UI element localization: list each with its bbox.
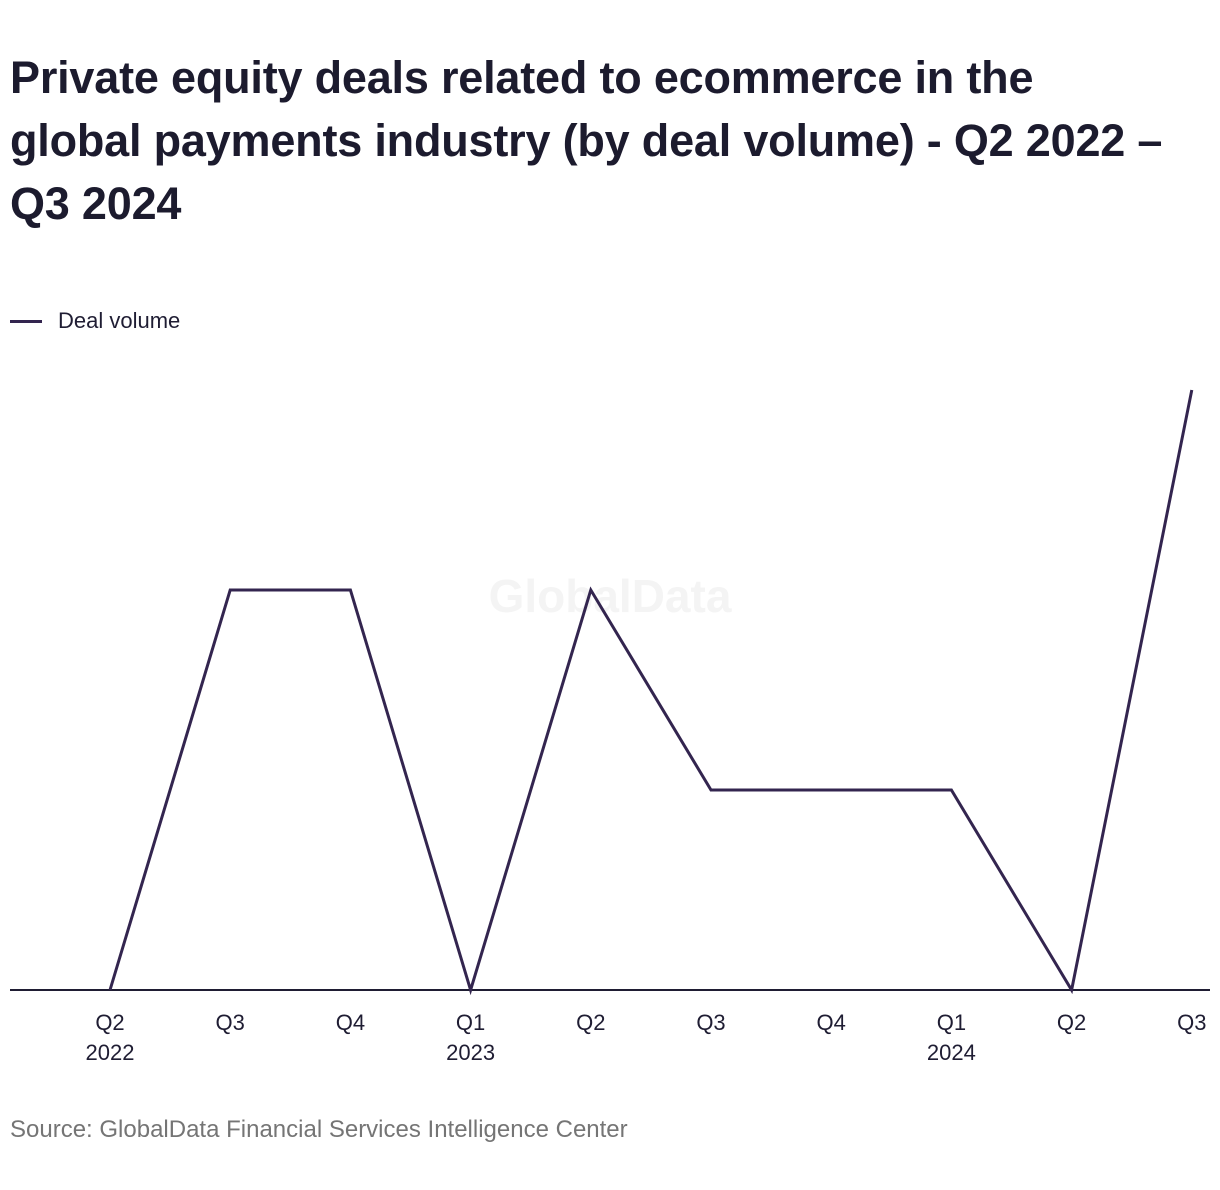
- source-note: Source: GlobalData Financial Services In…: [10, 1116, 628, 1143]
- chart-title: Private equity deals related to ecommerc…: [10, 52, 1163, 229]
- legend-label-deal-volume: Deal volume: [58, 308, 181, 333]
- x-tick-label-quarter: Q3: [1177, 1010, 1206, 1035]
- x-tick-label-quarter: Q2: [576, 1010, 605, 1035]
- watermark-text: GlobalData: [489, 570, 732, 622]
- x-tick-label-quarter: Q3: [696, 1010, 725, 1035]
- legend: Deal volume: [10, 306, 180, 336]
- x-tick-label-year: 2024: [927, 1040, 976, 1065]
- x-tick-label-quarter: Q4: [336, 1010, 365, 1035]
- plot-area: Q2 2022 Q3 Q4 Q1 2023 Q2 Q3 Q4 Q1 2024 Q2 Q3: [10, 389, 1210, 1065]
- series-line-deal-volume: [108, 389, 1194, 996]
- x-tick-label-quarter: Q1: [456, 1010, 485, 1035]
- x-tick-label-quarter: Q2: [95, 1010, 124, 1035]
- x-tick-label-quarter: Q3: [216, 1010, 245, 1035]
- legend-swatch: [10, 319, 42, 323]
- x-tick-label-year: 2022: [86, 1040, 135, 1065]
- x-tick-label-year: 2023: [446, 1040, 495, 1065]
- x-tick-label-quarter: Q1: [937, 1010, 966, 1035]
- x-tick-label-quarter: Q4: [817, 1010, 846, 1035]
- x-tick-label-quarter: Q2: [1057, 1010, 1086, 1035]
